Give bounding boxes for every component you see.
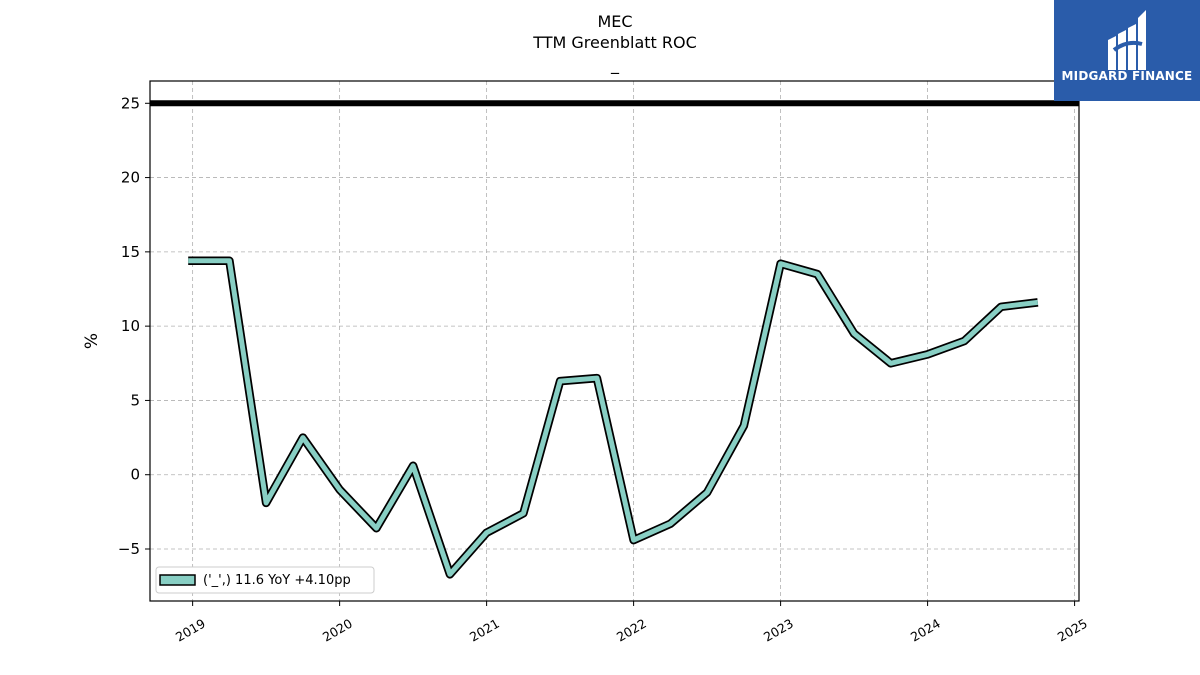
y-tick-label: 5 [130, 391, 140, 409]
legend-box [155, 566, 375, 594]
y-tick-label: 15 [121, 243, 140, 261]
legend: ('_',) 11.6 YoY +4.10pp [155, 566, 375, 594]
y-tick-label: 25 [121, 94, 140, 112]
y-axis-label: % [82, 333, 102, 349]
plot-frame [149, 80, 1080, 602]
series-layer [188, 256, 1039, 579]
midgard-logo-icon [1108, 10, 1146, 70]
series-line [188, 258, 1039, 577]
y-tick-label: 0 [130, 466, 140, 484]
y-tick-label: 20 [121, 169, 140, 187]
logo-text: MIDGARD FINANCE [1061, 69, 1193, 83]
y-tick-label: 10 [121, 317, 140, 335]
grid-layer [150, 81, 1079, 601]
legend-label: ('_',) 11.6 YoY +4.10pp [203, 573, 351, 588]
midgard-logo: MIDGARD FINANCE [1054, 0, 1200, 101]
series-line-outline [188, 256, 1039, 579]
x-tick-label: 2022 [614, 616, 649, 645]
y-tick-label: −5 [118, 540, 140, 558]
chart-subtitle: TTM Greenblatt ROC [532, 33, 697, 52]
x-tick-label: 2023 [761, 616, 796, 645]
x-tick-label: 2019 [173, 616, 208, 645]
x-tick-label: 2025 [1055, 616, 1090, 645]
chart-title: MEC [597, 12, 632, 31]
x-tick-label: 2024 [908, 616, 943, 645]
chart-subtitle-2: _ [610, 55, 620, 75]
x-tick-label: 2021 [467, 616, 502, 645]
y-ticks: −5 0 5 10 15 20 25 [118, 94, 150, 558]
x-tick-label: 2020 [320, 616, 355, 645]
legend-swatch [159, 574, 196, 586]
x-ticks: 2019 2020 2021 2022 2023 2024 2025 [173, 601, 1090, 645]
